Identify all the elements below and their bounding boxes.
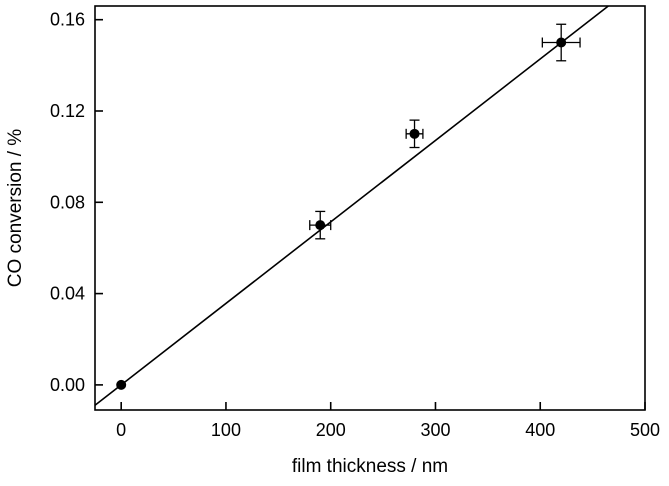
x-tick-label: 0: [116, 420, 126, 440]
plot-frame: [94, 5, 646, 411]
x-tick-label: 100: [211, 420, 241, 440]
y-tick-label: 0.12: [50, 101, 85, 121]
data-point: [116, 379, 127, 390]
y-tick-label: 0.00: [50, 375, 85, 395]
x-tick-label: 200: [316, 420, 346, 440]
fit-line: [94, 5, 609, 406]
y-tick-label: 0.16: [50, 10, 85, 30]
data-point: [409, 128, 420, 139]
data-point: [556, 37, 567, 48]
y-tick-label: 0.04: [50, 284, 85, 304]
y-axis-title: CO conversion / %: [5, 128, 26, 288]
y-tick-label: 0.08: [50, 192, 85, 212]
x-tick-label: 500: [630, 420, 660, 440]
x-tick-label: 300: [420, 420, 450, 440]
x-tick-label: 400: [525, 420, 555, 440]
x-axis-title: film thickness / nm: [291, 456, 449, 477]
data-point: [315, 220, 326, 231]
